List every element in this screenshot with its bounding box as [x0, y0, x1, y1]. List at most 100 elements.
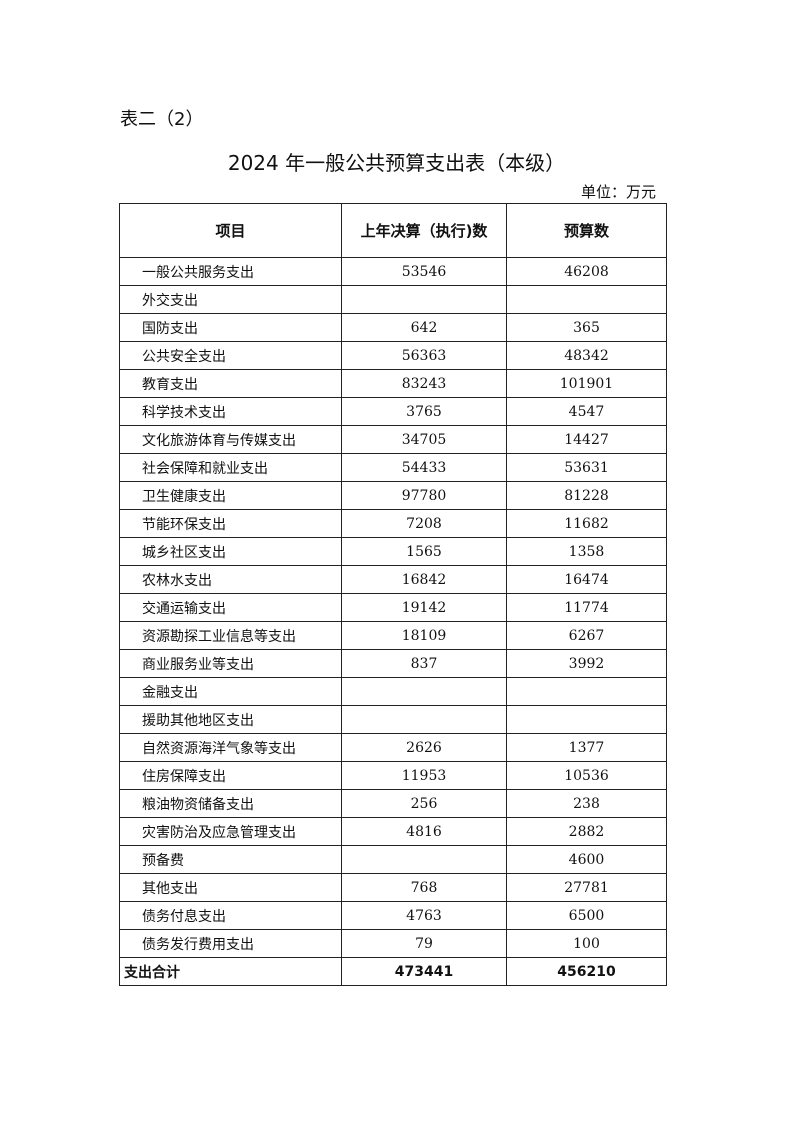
cell-prior-year: 16842: [341, 565, 507, 594]
cell-budget: 365: [506, 313, 667, 342]
cell-item: 灾害防治及应急管理支出: [119, 817, 342, 846]
table-row: 节能环保支出 7208 11682: [119, 509, 667, 538]
cell-budget: 10536: [506, 761, 667, 790]
cell-item: 商业服务业等支出: [119, 649, 342, 678]
cell-item: 教育支出: [119, 369, 342, 398]
table-row: 农林水支出 16842 16474: [119, 565, 667, 594]
unit-label: 单位：万元: [580, 183, 656, 201]
cell-budget: 27781: [506, 873, 667, 902]
cell-prior-year: 7208: [341, 509, 507, 538]
table-row: 预备费 4600: [119, 845, 667, 874]
cell-item: 其他支出: [119, 873, 342, 902]
cell-prior-year: [341, 845, 507, 874]
table-row: 一般公共服务支出 53546 46208: [119, 257, 667, 286]
cell-prior-year: 256: [341, 789, 507, 818]
table-row: 社会保障和就业支出 54433 53631: [119, 453, 667, 482]
budget-table: 项目 上年决算（执行)数 预算数 一般公共服务支出 53546 46208 外交支出国…: [119, 203, 667, 986]
cell-budget: [506, 285, 667, 314]
cell-budget: 4547: [506, 397, 667, 426]
cell-budget: 1377: [506, 733, 667, 762]
cell-prior-year: 4763: [341, 901, 507, 930]
header-row: 项目 上年决算（执行)数 预算数: [119, 203, 667, 258]
cell-budget: 11774: [506, 593, 667, 622]
cell-item: 科学技术支出: [119, 397, 342, 426]
cell-prior-year: [341, 285, 507, 314]
cell-prior-year: 54433: [341, 453, 507, 482]
cell-prior-year: 4816: [341, 817, 507, 846]
table-number-label: 表二（2）: [120, 109, 204, 130]
total-row: 支出合计 473441 456210: [119, 957, 667, 986]
cell-item: 城乡社区支出: [119, 537, 342, 566]
cell-budget: 101901: [506, 369, 667, 398]
header-prior-year: 上年决算（执行)数: [341, 203, 507, 258]
cell-budget: 238: [506, 789, 667, 818]
table-row: 文化旅游体育与传媒支出 34705 14427: [119, 425, 667, 454]
cell-prior-year: 473441: [341, 957, 507, 986]
table-row: 交通运输支出 19142 11774: [119, 593, 667, 622]
cell-budget: 81228: [506, 481, 667, 510]
table-row: 其他支出 768 27781: [119, 873, 667, 902]
cell-prior-year: 768: [341, 873, 507, 902]
cell-budget: 1358: [506, 537, 667, 566]
cell-budget: 6500: [506, 901, 667, 930]
cell-prior-year: 3765: [341, 397, 507, 426]
cell-item: 自然资源海洋气象等支出: [119, 733, 342, 762]
table-row: 粮油物资储备支出 256 238: [119, 789, 667, 818]
table-row: 外交支出: [119, 285, 667, 314]
header-item: 项目: [119, 203, 342, 258]
page-title: 2024 年一般公共预算支出表（本级）: [227, 151, 566, 175]
table-row: 城乡社区支出 1565 1358: [119, 537, 667, 566]
cell-budget: 3992: [506, 649, 667, 678]
cell-budget: [506, 705, 667, 734]
cell-budget: 11682: [506, 509, 667, 538]
table-row: 债务付息支出 4763 6500: [119, 901, 667, 930]
cell-item: 债务发行费用支出: [119, 929, 342, 958]
table-row: 科学技术支出 3765 4547: [119, 397, 667, 426]
cell-item: 节能环保支出: [119, 509, 342, 538]
cell-budget: 16474: [506, 565, 667, 594]
cell-prior-year: 56363: [341, 341, 507, 370]
cell-item: 金融支出: [119, 677, 342, 706]
cell-prior-year: 53546: [341, 257, 507, 286]
cell-prior-year: 11953: [341, 761, 507, 790]
cell-prior-year: 642: [341, 313, 507, 342]
cell-item: 债务付息支出: [119, 901, 342, 930]
cell-prior-year: 34705: [341, 425, 507, 454]
cell-budget: 4600: [506, 845, 667, 874]
table-row: 资源勘探工业信息等支出 18109 6267: [119, 621, 667, 650]
table-row: 援助其他地区支出: [119, 705, 667, 734]
table-row: 商业服务业等支出 837 3992: [119, 649, 667, 678]
cell-item: 预备费: [119, 845, 342, 874]
cell-budget: 6267: [506, 621, 667, 650]
table-row: 住房保障支出 11953 10536: [119, 761, 667, 790]
cell-prior-year: 2626: [341, 733, 507, 762]
table-row: 公共安全支出 56363 48342: [119, 341, 667, 370]
table-row: 债务发行费用支出 79 100: [119, 929, 667, 958]
cell-budget: 46208: [506, 257, 667, 286]
cell-budget: 456210: [506, 957, 667, 986]
cell-prior-year: 79: [341, 929, 507, 958]
table-row: 金融支出: [119, 677, 667, 706]
cell-prior-year: 83243: [341, 369, 507, 398]
cell-prior-year: [341, 677, 507, 706]
cell-item: 外交支出: [119, 285, 342, 314]
cell-item: 支出合计: [119, 957, 342, 986]
cell-prior-year: 837: [341, 649, 507, 678]
cell-item: 文化旅游体育与传媒支出: [119, 425, 342, 454]
table-row: 灾害防治及应急管理支出 4816 2882: [119, 817, 667, 846]
cell-item: 住房保障支出: [119, 761, 342, 790]
cell-item: 国防支出: [119, 313, 342, 342]
cell-item: 资源勘探工业信息等支出: [119, 621, 342, 650]
cell-item: 公共安全支出: [119, 341, 342, 370]
cell-item: 交通运输支出: [119, 593, 342, 622]
table-row: 教育支出 83243 101901: [119, 369, 667, 398]
cell-prior-year: 97780: [341, 481, 507, 510]
cell-prior-year: 1565: [341, 537, 507, 566]
table-row: 国防支出 642 365: [119, 313, 667, 342]
cell-item: 一般公共服务支出: [119, 257, 342, 286]
cell-budget: 2882: [506, 817, 667, 846]
cell-budget: 100: [506, 929, 667, 958]
cell-item: 粮油物资储备支出: [119, 789, 342, 818]
cell-prior-year: [341, 705, 507, 734]
cell-budget: 48342: [506, 341, 667, 370]
